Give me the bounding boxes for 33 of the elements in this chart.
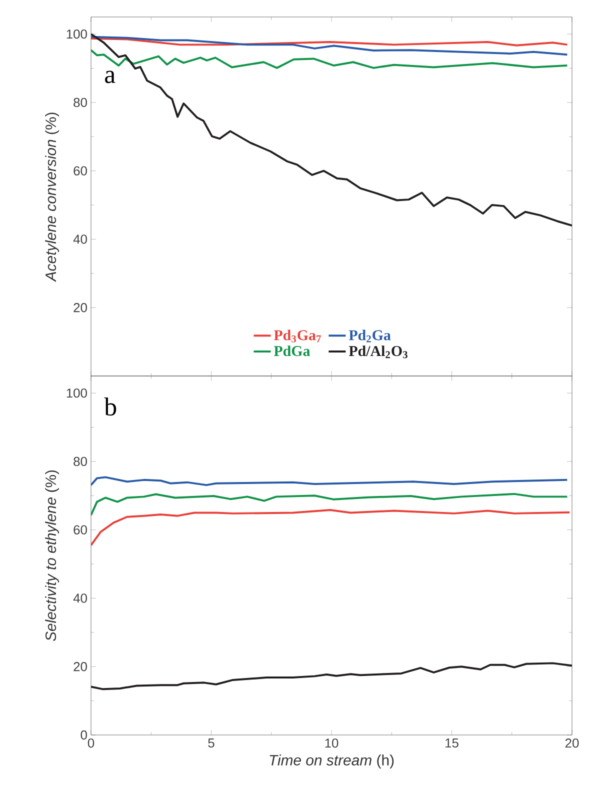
legend-label: Pd$_{2}$Ga [348,330,391,342]
y-tick-label: 20 [74,662,87,672]
line-series [91,476,568,486]
x-tick-label: 0 [88,738,94,748]
line-series [91,662,572,690]
y-tick-label: 0 [80,730,87,740]
line-series [91,36,568,56]
y-tick-label: 40 [73,594,87,603]
y-tick-label: 100 [66,388,87,398]
x-axis-title: Time on stream (h) [270,754,394,768]
x-tick-label: 20 [565,738,579,748]
y-tick-label: 60 [74,525,87,534]
x-tick-label: 5 [208,738,214,748]
y-tick-label: 80 [74,456,87,466]
annotation: b [104,397,116,416]
y-tick-label: 100 [66,29,87,39]
y-tick-label: 80 [74,98,87,108]
line-series [91,38,568,46]
annotation: a [105,70,116,84]
y-tick-label: 60 [74,166,87,176]
y-axis-title: Selectivity to ethylene (%) [45,470,60,642]
x-tick-label: 15 [446,738,458,748]
line-series [91,49,568,69]
y-axis-title: Acetylene conversion (%) [45,112,60,282]
y-tick-label: 40 [73,234,87,244]
legend-label: Pd$_{3}$Ga$_{7}$ [274,330,321,342]
legend-label: Pd/Al$_{2}$O$_{3}$ [348,346,408,358]
line-series [91,33,572,227]
y-tick-label: 20 [74,303,87,312]
x-tick-label: 10 [325,738,338,748]
line-series [91,492,568,516]
line-series [91,509,571,546]
legend-label: PdGa [274,346,310,356]
